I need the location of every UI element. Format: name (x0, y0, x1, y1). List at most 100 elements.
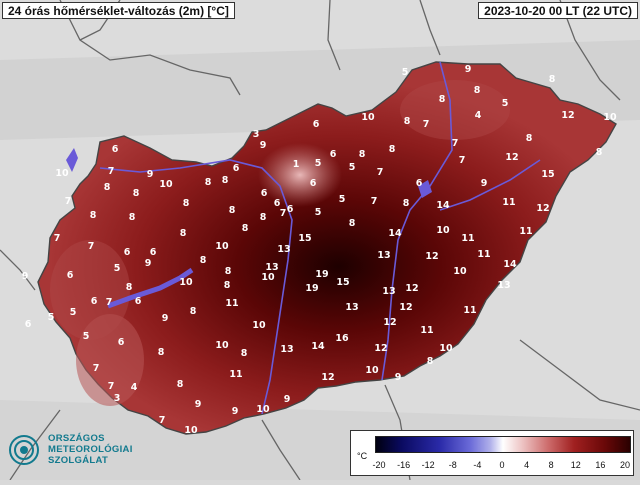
legend-tick-label: 20 (619, 460, 631, 470)
station-value: 4 (475, 110, 482, 121)
logo-line-3: SZOLGÁLAT (48, 455, 109, 466)
station-value: 8 (526, 133, 533, 144)
station-value: 8 (225, 266, 232, 277)
station-value: 7 (423, 119, 430, 130)
station-value: 8 (133, 188, 140, 199)
station-value: 6 (124, 247, 131, 258)
station-value: 8 (177, 379, 184, 390)
station-value: 9 (260, 140, 267, 151)
station-value: 9 (232, 406, 239, 417)
station-value: 9 (395, 372, 402, 383)
station-value: 5 (70, 307, 77, 318)
color-legend: °C -20 -16 -12 -8 -4 0 4 8 12 16 20 (350, 430, 634, 476)
station-value: 10 (361, 112, 375, 123)
station-value: 6 (118, 337, 125, 348)
station-value: 8 (260, 212, 267, 223)
station-value: 8 (403, 198, 410, 209)
station-value: 12 (383, 317, 396, 328)
station-value: 6 (261, 188, 268, 199)
station-value: 8 (474, 85, 481, 96)
station-value: 9 (147, 169, 154, 180)
station-value: 8 (158, 347, 165, 358)
logo-line-2: METEOROLÓGIAI (48, 444, 133, 455)
station-value: 7 (159, 415, 166, 426)
omsz-logo: ORSZÁGOS METEOROLÓGIAI SZOLGÁLAT (8, 430, 148, 474)
cool-zone-west (50, 240, 130, 340)
station-value: 7 (108, 166, 115, 177)
legend-tick-label: 12 (570, 460, 581, 470)
station-value: 11 (502, 197, 515, 208)
station-value: 7 (106, 297, 113, 308)
station-value: 11 (477, 249, 490, 260)
legend-gradient (376, 437, 630, 452)
station-value: 15 (336, 277, 349, 288)
legend-tick-label: -8 (448, 460, 457, 470)
station-value: 9 (145, 258, 152, 269)
station-value: 6 (313, 119, 320, 130)
station-value: 8 (439, 94, 446, 105)
station-value: 8 (104, 182, 111, 193)
station-value: 6 (135, 296, 142, 307)
station-value: 10 (215, 340, 229, 351)
station-value: 15 (298, 233, 311, 244)
station-value: 6 (25, 319, 32, 330)
station-value: 8 (129, 212, 136, 223)
station-value: 11 (225, 298, 238, 309)
station-value: 7 (93, 363, 100, 374)
station-value: 12 (405, 283, 418, 294)
station-value: 13 (497, 280, 510, 291)
legend-tick-label: -16 (397, 460, 411, 470)
station-value: 10 (439, 343, 453, 354)
station-value: 8 (224, 280, 231, 291)
station-value: 14 (436, 200, 450, 211)
station-value: 8 (90, 210, 97, 221)
station-value: 13 (265, 262, 278, 273)
station-value: 8 (200, 255, 207, 266)
station-value: 10 (365, 365, 379, 376)
legend-tick-label: -20 (372, 460, 386, 470)
station-value: 5 (315, 207, 322, 218)
station-value: 6 (330, 149, 337, 160)
station-value: 8 (190, 306, 197, 317)
station-value: 13 (382, 286, 395, 297)
station-value: 8 (242, 223, 249, 234)
cool-zone-southwest (76, 314, 144, 406)
station-value: 14 (388, 228, 402, 239)
cool-zone-northeast (400, 80, 510, 140)
station-value: 13 (377, 250, 390, 261)
station-value: 8 (596, 147, 603, 158)
station-value: 5 (339, 194, 346, 205)
station-value: 10 (215, 241, 229, 252)
station-value: 10 (453, 266, 467, 277)
station-value: 8 (549, 74, 556, 85)
legend-tick-label: -4 (473, 460, 482, 470)
station-value: 8 (205, 177, 212, 188)
station-value: 11 (461, 233, 474, 244)
station-value: 14 (311, 341, 325, 352)
station-value: 12 (425, 251, 438, 262)
station-value: 9 (195, 399, 202, 410)
station-value: 7 (371, 196, 378, 207)
station-value: 8 (183, 198, 190, 209)
station-value: 11 (420, 325, 433, 336)
rivers (99, 61, 541, 415)
station-value: 7 (54, 233, 61, 244)
station-value: 11 (463, 305, 476, 316)
station-value: 7 (88, 241, 95, 252)
station-value: 6 (416, 178, 423, 189)
station-value: 9 (162, 313, 169, 324)
legend-unit: °C (357, 451, 368, 461)
lake-ferto (66, 148, 78, 172)
station-value: 10 (184, 425, 198, 436)
station-value: 10 (55, 168, 69, 179)
lake-balaton (107, 267, 194, 309)
station-value: 7 (452, 138, 459, 149)
station-value: 19 (305, 283, 318, 294)
station-value: 12 (374, 343, 387, 354)
legend-tick-label: 8 (548, 460, 554, 470)
station-value: 8 (126, 282, 133, 293)
station-value: 12 (399, 302, 412, 313)
station-value: 6 (91, 296, 98, 307)
